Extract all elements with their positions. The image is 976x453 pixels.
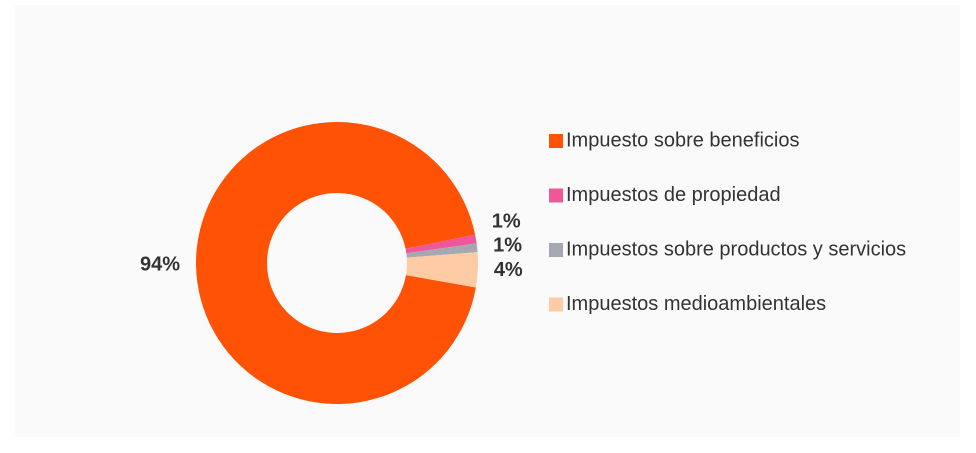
data-label: 94%	[140, 253, 180, 275]
donut-slice	[195, 121, 476, 404]
legend-label: Impuesto sobre beneficios	[566, 129, 799, 151]
donut-slice	[406, 243, 478, 258]
legend-swatch	[549, 297, 563, 312]
data-label: 1%	[493, 234, 522, 256]
legend-swatch	[549, 188, 563, 203]
legend-label: Impuestos de propiedad	[566, 184, 781, 206]
legend-swatch	[549, 243, 563, 257]
chart-background	[15, 5, 960, 437]
data-label: 1%	[492, 210, 521, 232]
legend-label: Impuestos sobre productos y servicios	[566, 238, 906, 260]
legend-label: Impuestos medioambientales	[566, 293, 826, 315]
legend-swatch	[549, 134, 563, 148]
data-label: 4%	[494, 259, 523, 281]
donut-slice	[405, 234, 477, 254]
donut-slice	[405, 252, 478, 288]
